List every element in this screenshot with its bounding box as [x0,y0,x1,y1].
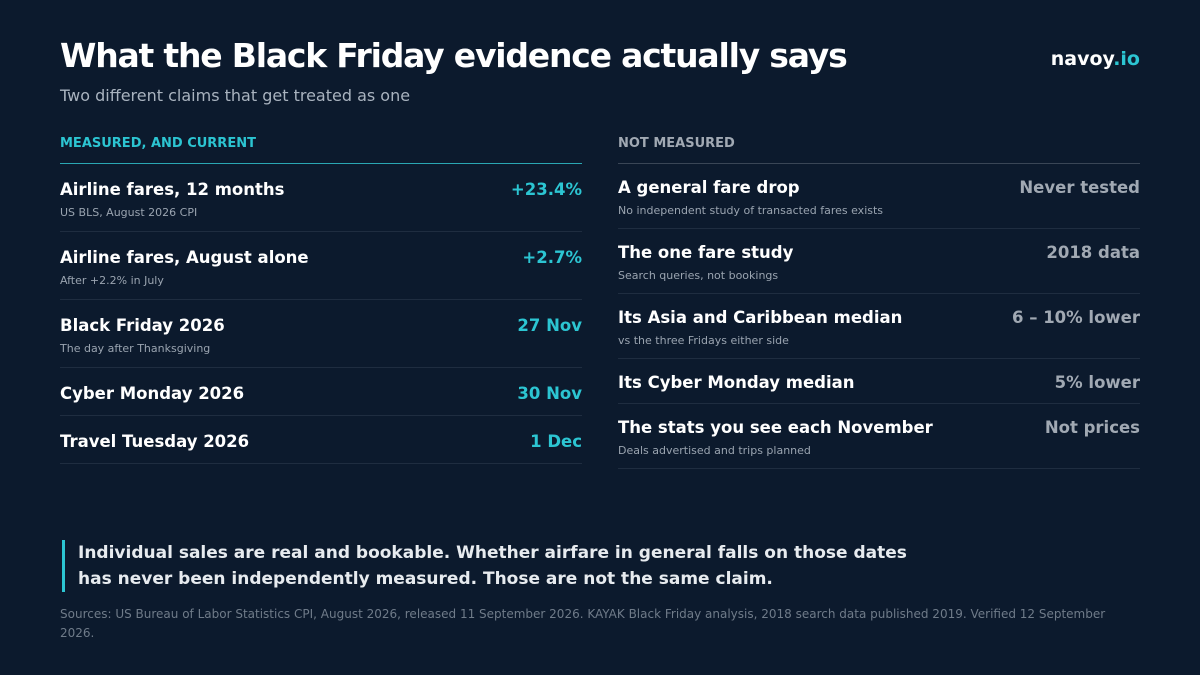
row-text: Travel Tuesday 2026 [60,432,249,451]
row-value: 1 Dec [530,432,582,451]
column-heading: NOT MEASURED [618,136,1140,164]
row: Its Asia and Caribbean median vs the thre… [618,294,1140,359]
row-label: Its Asia and Caribbean median [618,308,903,327]
row-note: US BLS, August 2026 CPI [60,206,198,219]
row-label: Cyber Monday 2026 [60,384,245,403]
row: Its Cyber Monday median 5% lower [618,359,1140,404]
row-label: Black Friday 2026 [60,316,225,335]
row: Black Friday 2026 The day after Thanksgiv… [60,300,582,368]
row-text: Its Asia and Caribbean median vs the thre… [618,308,902,347]
row-label: Travel Tuesday 2026 [60,432,250,451]
row-text: Airline fares, August alone After +2.2% i… [60,248,309,287]
row-note: No independent study of transacted fares… [618,204,884,217]
measured-column: MEASURED, AND CURRENT Airline fares, 12 m… [60,136,582,464]
row-value: 5% lower [1054,373,1140,392]
row: Cyber Monday 2026 30 Nov [60,368,582,416]
row-note: The day after Thanksgiving [60,342,211,355]
row: The one fare study Search queries, not bo… [618,229,1140,294]
row-value: 30 Nov [517,384,582,403]
row: Airline fares, August alone After +2.2% i… [60,232,582,300]
row-value: 2018 data [1046,243,1140,262]
row-note: Search queries, not bookings [618,269,779,282]
logo-name: navoy [1050,48,1114,70]
column-heading: MEASURED, AND CURRENT [60,136,582,164]
row-label: The one fare study [618,243,794,262]
row-text: Airline fares, 12 months US BLS, August 2… [60,180,284,219]
row-text: Cyber Monday 2026 [60,384,244,403]
row: The stats you see each November Deals adv… [618,404,1140,469]
logo-suffix: .io [1113,48,1140,70]
row-value: 6 – 10% lower [1011,308,1140,327]
row-text: Black Friday 2026 The day after Thanksgiv… [60,316,225,355]
row-label: Its Cyber Monday median [618,373,855,392]
row-label: Airline fares, 12 months [60,180,285,199]
row-note: Deals advertised and trips planned [618,444,811,457]
not-measured-column: NOT MEASURED A general fare drop No indepe… [618,136,1140,469]
row-text: Its Cyber Monday median [618,373,855,392]
row-text: A general fare drop No independent study … [618,178,883,217]
row-value: +23.4% [510,180,582,199]
row: Airline fares, 12 months US BLS, August 2… [60,164,582,232]
row-text: The one fare study Search queries, not bo… [618,243,793,282]
callout: Individual sales are real and bookable. … [62,540,928,592]
row-value: Never tested [1019,178,1140,197]
row-label: The stats you see each November [618,418,933,437]
row-value: Not prices [1044,418,1140,437]
row-label: Airline fares, August alone [60,248,309,267]
row-value: +2.7% [522,248,582,267]
title: What the Black Friday evidence actually … [60,36,848,75]
row-label: A general fare drop [618,178,800,197]
subtitle: Two different claims that get treated as… [60,86,411,105]
logo: navoy.io [1051,48,1140,70]
row-value: 27 Nov [517,316,582,335]
sources: Sources: US Bureau of Labor Statistics C… [60,607,1106,640]
row-note: vs the three Fridays either side [618,334,789,347]
row: Travel Tuesday 2026 1 Dec [60,416,582,464]
row-note: After +2.2% in July [60,274,164,287]
row-text: The stats you see each November Deals adv… [618,418,933,457]
row: A general fare drop No independent study … [618,164,1140,229]
